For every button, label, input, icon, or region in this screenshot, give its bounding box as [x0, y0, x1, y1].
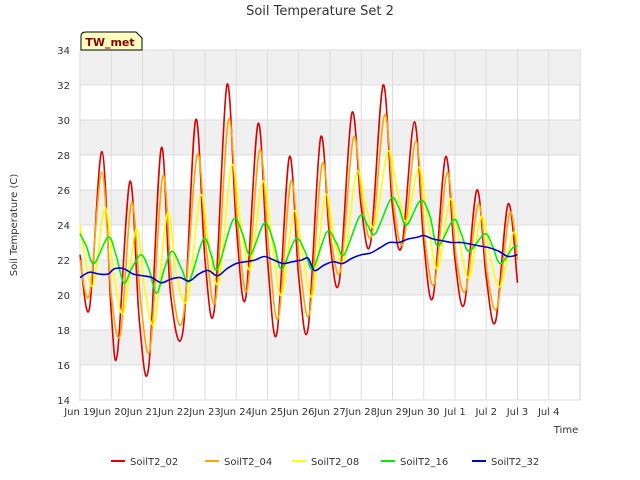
y-tick-label: 20 [57, 291, 70, 302]
x-tick-label: Jun 19 [63, 407, 96, 418]
chart-title: Soil Temperature Set 2 [246, 4, 394, 19]
y-tick-label: 28 [57, 151, 70, 162]
y-axis-ticks: 14 16 18 20 22 24 26 28 30 32 34 [57, 46, 70, 407]
y-tick-label: 24 [57, 221, 70, 232]
x-tick-label: Jun 21 [126, 407, 159, 418]
legend: SoilT2_02 SoilT2_04 SoilT2_08 SoilT2_16 Soil… [111, 457, 539, 468]
x-tick-label: Jun 26 [282, 407, 315, 418]
x-tick-label: Jul 3 [506, 407, 529, 418]
x-tick-label: Jun 23 [188, 407, 221, 418]
series-line-soilt2-04 [79, 113, 519, 355]
x-tick-label: Jul 2 [474, 407, 497, 418]
y-tick-label: 26 [57, 186, 70, 197]
y-tick-label: 16 [57, 361, 70, 372]
y-axis-label: Soil Temperature (C) [9, 174, 20, 277]
series-layer [79, 83, 519, 377]
y-tick-label: 22 [57, 256, 70, 267]
y-tick-label: 14 [57, 396, 70, 407]
x-tick-label: Jun 22 [157, 407, 190, 418]
legend-label-soilt2-08: SoilT2_08 [311, 457, 359, 468]
y-tick-label: 34 [57, 46, 70, 57]
x-tick-label: Jun 29 [376, 407, 409, 418]
legend-label-soilt2-16: SoilT2_16 [400, 457, 448, 468]
legend-label-soilt2-04: SoilT2_04 [224, 457, 272, 468]
y-tick-label: 32 [57, 81, 70, 92]
y-tick-label: 18 [57, 326, 70, 337]
x-tick-label: Jun 30 [407, 407, 440, 418]
x-tick-label: Jul 4 [537, 407, 560, 418]
legend-label-soilt2-02: SoilT2_02 [130, 457, 178, 468]
series-line-soilt2-02 [79, 83, 519, 377]
x-axis-label: Time [553, 425, 578, 436]
x-axis-ticks: Jun 19 Jun 20 Jun 21 Jun 22 Jun 23 Jun 24 Jun … [63, 407, 559, 418]
x-tick-label: Jun 24 [219, 407, 252, 418]
series-line-soilt2-08 [79, 150, 519, 326]
x-tick-label: Jun 28 [344, 407, 377, 418]
annotation-shape [80, 31, 143, 51]
x-tick-label: Jun 27 [313, 407, 346, 418]
x-tick-label: Jun 25 [251, 407, 284, 418]
series-line-soilt2-16 [79, 196, 518, 295]
y-tick-label: 30 [57, 116, 70, 127]
annotation-box: TW_met [80, 31, 143, 51]
annotation-text: TW_met [85, 36, 134, 49]
legend-label-soilt2-32: SoilT2_32 [491, 457, 539, 468]
x-tick-label: Jul 1 [443, 407, 466, 418]
x-tick-label: Jun 20 [94, 407, 127, 418]
series-line-soilt2-32 [79, 234, 518, 284]
